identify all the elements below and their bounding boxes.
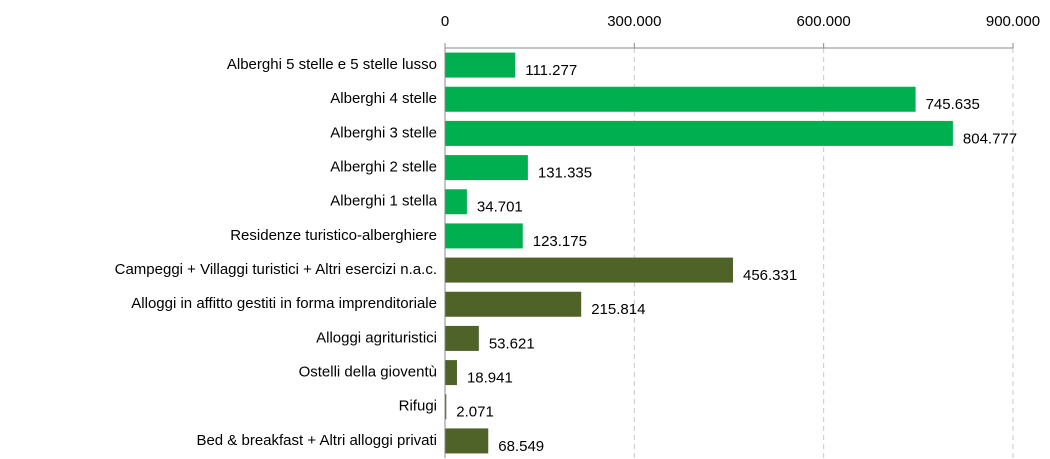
y-tick-label: Alberghi 2 stelle [330, 159, 437, 176]
value-label: 53.621 [489, 335, 535, 352]
x-tick-label: 600.000 [797, 13, 851, 30]
bar [445, 120, 953, 146]
x-tick-label: 0 [441, 13, 449, 30]
bar [445, 86, 916, 112]
bar [445, 325, 479, 351]
x-tick-label: 300.000 [607, 13, 661, 30]
value-label: 18.941 [467, 370, 513, 387]
value-label: 2.071 [456, 404, 494, 421]
value-label: 68.549 [498, 438, 544, 455]
value-label: 215.814 [591, 301, 645, 318]
value-label: 34.701 [477, 199, 523, 216]
value-label: 745.635 [926, 96, 980, 113]
y-tick-label: Ostelli della gioventù [299, 364, 437, 381]
bar [445, 257, 733, 283]
y-tick-label: Alberghi 3 stelle [330, 124, 437, 141]
bar [445, 360, 457, 386]
y-tick-label: Alberghi 4 stelle [330, 90, 437, 107]
value-label: 456.331 [743, 267, 797, 284]
y-tick-label: Alberghi 5 stelle e 5 stelle lusso [227, 56, 437, 73]
y-tick-label: Alberghi 1 stella [330, 193, 437, 210]
bar [445, 223, 523, 249]
value-label: 111.277 [525, 62, 577, 79]
value-label: 123.175 [533, 233, 587, 250]
value-label: 131.335 [538, 165, 592, 182]
bar [445, 189, 467, 215]
y-tick-label: Residenze turistico-alberghiere [230, 227, 437, 244]
x-tick-label: 900.000 [986, 13, 1040, 30]
bar [445, 52, 516, 78]
y-tick-label: Campeggi + Villaggi turistici + Altri es… [115, 261, 437, 278]
y-tick-label: Rifugi [399, 398, 437, 415]
y-tick-label: Alloggi agrituristici [316, 329, 437, 346]
y-tick-label: Alloggi in affitto gestiti in forma impr… [131, 295, 437, 312]
value-label: 804.777 [963, 130, 1017, 147]
bar [445, 155, 528, 181]
bar [445, 291, 582, 317]
bar [445, 394, 447, 420]
bar [445, 428, 489, 454]
y-tick-label: Bed & breakfast + Altri alloggi privati [196, 432, 437, 449]
